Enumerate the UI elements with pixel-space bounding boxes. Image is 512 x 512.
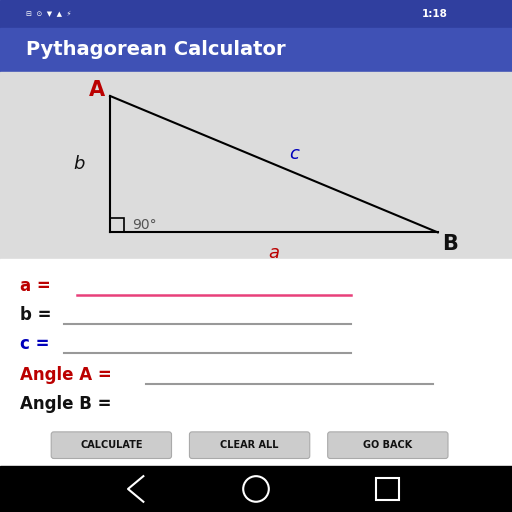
Bar — [110, 218, 124, 232]
Text: 90°: 90° — [132, 218, 157, 232]
Text: CLEAR ALL: CLEAR ALL — [220, 440, 279, 450]
FancyBboxPatch shape — [51, 432, 172, 459]
Text: ⊟  ⊙  ▼  ▲  ⚡: ⊟ ⊙ ▼ ▲ ⚡ — [26, 11, 71, 17]
Text: c: c — [289, 145, 300, 163]
Text: a =: a = — [20, 276, 51, 294]
Text: b: b — [74, 155, 85, 173]
Text: GO BACK: GO BACK — [363, 440, 413, 450]
Bar — [0, 72, 512, 259]
Text: B: B — [442, 233, 459, 253]
Bar — [0, 466, 512, 512]
Text: c =: c = — [20, 334, 50, 353]
Bar — [376, 478, 399, 500]
Text: Pythagorean Calculator: Pythagorean Calculator — [26, 40, 285, 59]
FancyBboxPatch shape — [328, 432, 448, 459]
Text: A: A — [89, 80, 105, 100]
FancyBboxPatch shape — [189, 432, 310, 459]
Text: Angle B =: Angle B = — [20, 395, 112, 413]
Text: CALCULATE: CALCULATE — [80, 440, 143, 450]
Text: Angle A =: Angle A = — [20, 366, 112, 383]
Bar — [0, 28, 512, 72]
Text: a: a — [268, 244, 280, 262]
Text: b =: b = — [20, 306, 52, 324]
Text: 1:18: 1:18 — [422, 9, 448, 19]
Bar — [0, 259, 512, 466]
Bar — [0, 0, 512, 28]
